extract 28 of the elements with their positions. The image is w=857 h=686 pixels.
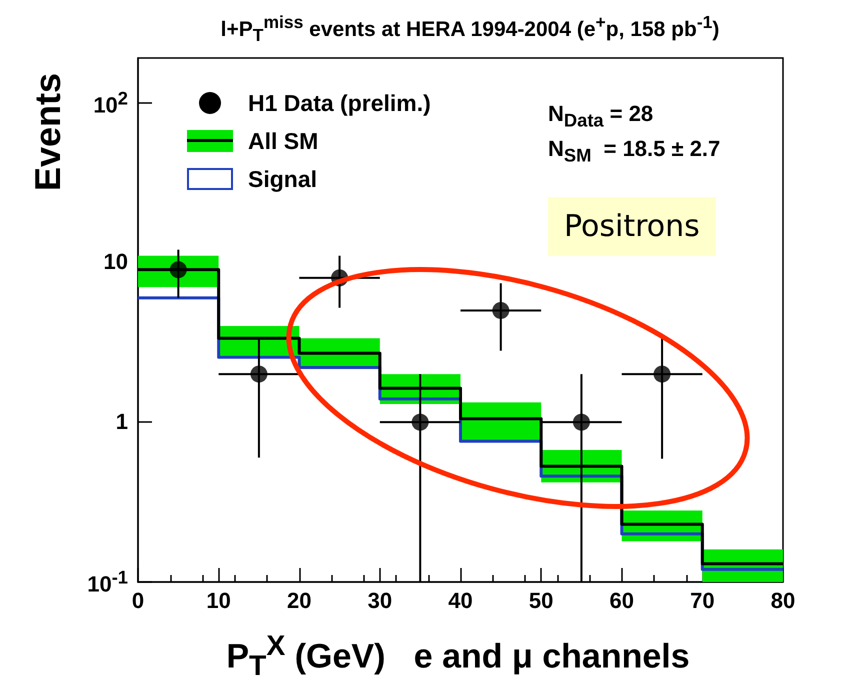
legend-label: H1 Data (prelim.) — [248, 90, 431, 116]
x-tick-label: 30 — [368, 588, 392, 613]
x-tick-label: 10 — [206, 588, 231, 613]
x-tick-label: 0 — [132, 588, 144, 613]
annotation: N$_{Data}$ = 28 — [548, 101, 654, 132]
y-axis-title: Events — [27, 72, 69, 192]
x-tick-label: 50 — [528, 588, 554, 613]
y-tick-label: 10 — [104, 249, 128, 274]
x-tick-label: 40 — [448, 588, 473, 613]
point — [412, 414, 429, 431]
legend-label: Signal — [248, 166, 318, 192]
point — [170, 261, 187, 278]
annotation: N$_{SM}$ = 18.5 ± 2.7 — [548, 136, 720, 166]
x-tick-label: 60 — [610, 588, 634, 613]
y-tick-label: 10$^{2}$ — [93, 86, 128, 118]
y-tick-label: 10$^{-1}$ — [87, 566, 128, 597]
point — [572, 414, 590, 431]
point — [654, 366, 671, 383]
x-tick-label: 20 — [287, 588, 312, 613]
chart-title: l+P$_{T}$$^{miss}$ events at HERA 1994-2004 (e$^{+}$p, 158 pb$^{-1}$) — [220, 12, 720, 46]
annotation: Positrons — [548, 197, 716, 256]
point — [492, 302, 510, 319]
point — [250, 366, 268, 383]
x-tick-label: 70 — [690, 588, 715, 613]
x-axis-title: P$_{T}$$^{X}$ (GeV) e and μ channels — [226, 630, 690, 684]
x-tick-label: 80 — [770, 588, 796, 613]
y-tick-label: 1 — [116, 409, 128, 434]
legend-label: All SM — [248, 128, 318, 154]
